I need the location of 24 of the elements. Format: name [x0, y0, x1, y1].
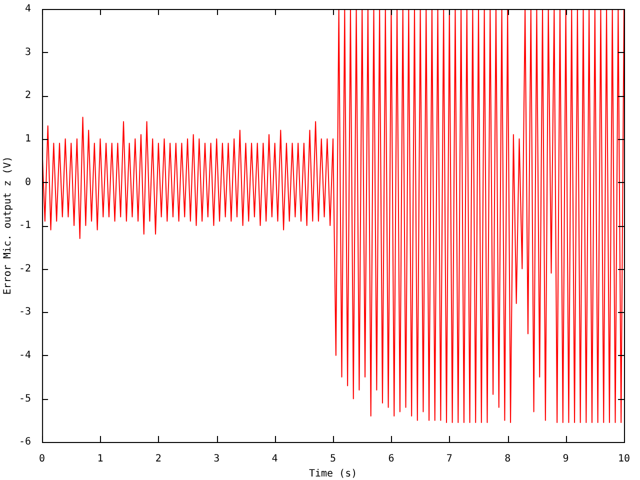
y-tick-label: -5: [18, 393, 32, 404]
x-tick-label: 1: [97, 454, 104, 465]
y-tick-label: 2: [25, 90, 32, 102]
x-axis-title: Time (s): [308, 468, 358, 480]
x-tick-label: 5: [330, 454, 336, 465]
x-tick-label: 9: [562, 454, 569, 465]
x-tick-label: 6: [388, 454, 394, 465]
x-tick-label: 4: [272, 454, 278, 465]
y-tick-label: 1: [25, 133, 32, 144]
y-tick-label: -4: [18, 350, 32, 361]
y-tick-label: 0: [25, 176, 32, 188]
x-tick-label: 2: [155, 454, 162, 465]
x-tick-label: 7: [446, 454, 452, 465]
x-tick-label: 10: [618, 454, 630, 465]
y-tick-label: -1: [18, 220, 32, 232]
y-tick-label: -2: [18, 263, 32, 274]
x-tick-label: 3: [214, 454, 220, 465]
y-tick-label: 4: [25, 4, 32, 15]
x-tick-label: 0: [39, 454, 46, 465]
y-tick-label: 3: [25, 46, 32, 58]
y-axis-title: Error Mic. output z (V): [2, 156, 14, 295]
y-tick-label: -6: [18, 436, 32, 448]
x-tick-label: 8: [504, 454, 511, 465]
y-tick-label: -3: [18, 306, 32, 318]
